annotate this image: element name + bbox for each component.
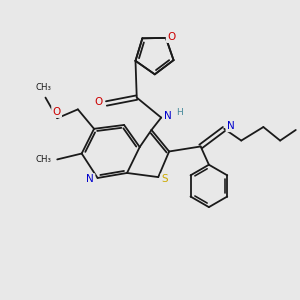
Text: O: O — [94, 97, 102, 107]
Text: O: O — [167, 32, 175, 42]
Text: N: N — [86, 174, 94, 184]
Text: CH₃: CH₃ — [36, 155, 52, 164]
Text: S: S — [161, 174, 168, 184]
Text: N: N — [164, 111, 172, 121]
Text: H: H — [176, 108, 183, 117]
Text: O: O — [52, 107, 61, 117]
Text: CH₃: CH₃ — [36, 83, 52, 92]
Text: N: N — [227, 121, 235, 131]
